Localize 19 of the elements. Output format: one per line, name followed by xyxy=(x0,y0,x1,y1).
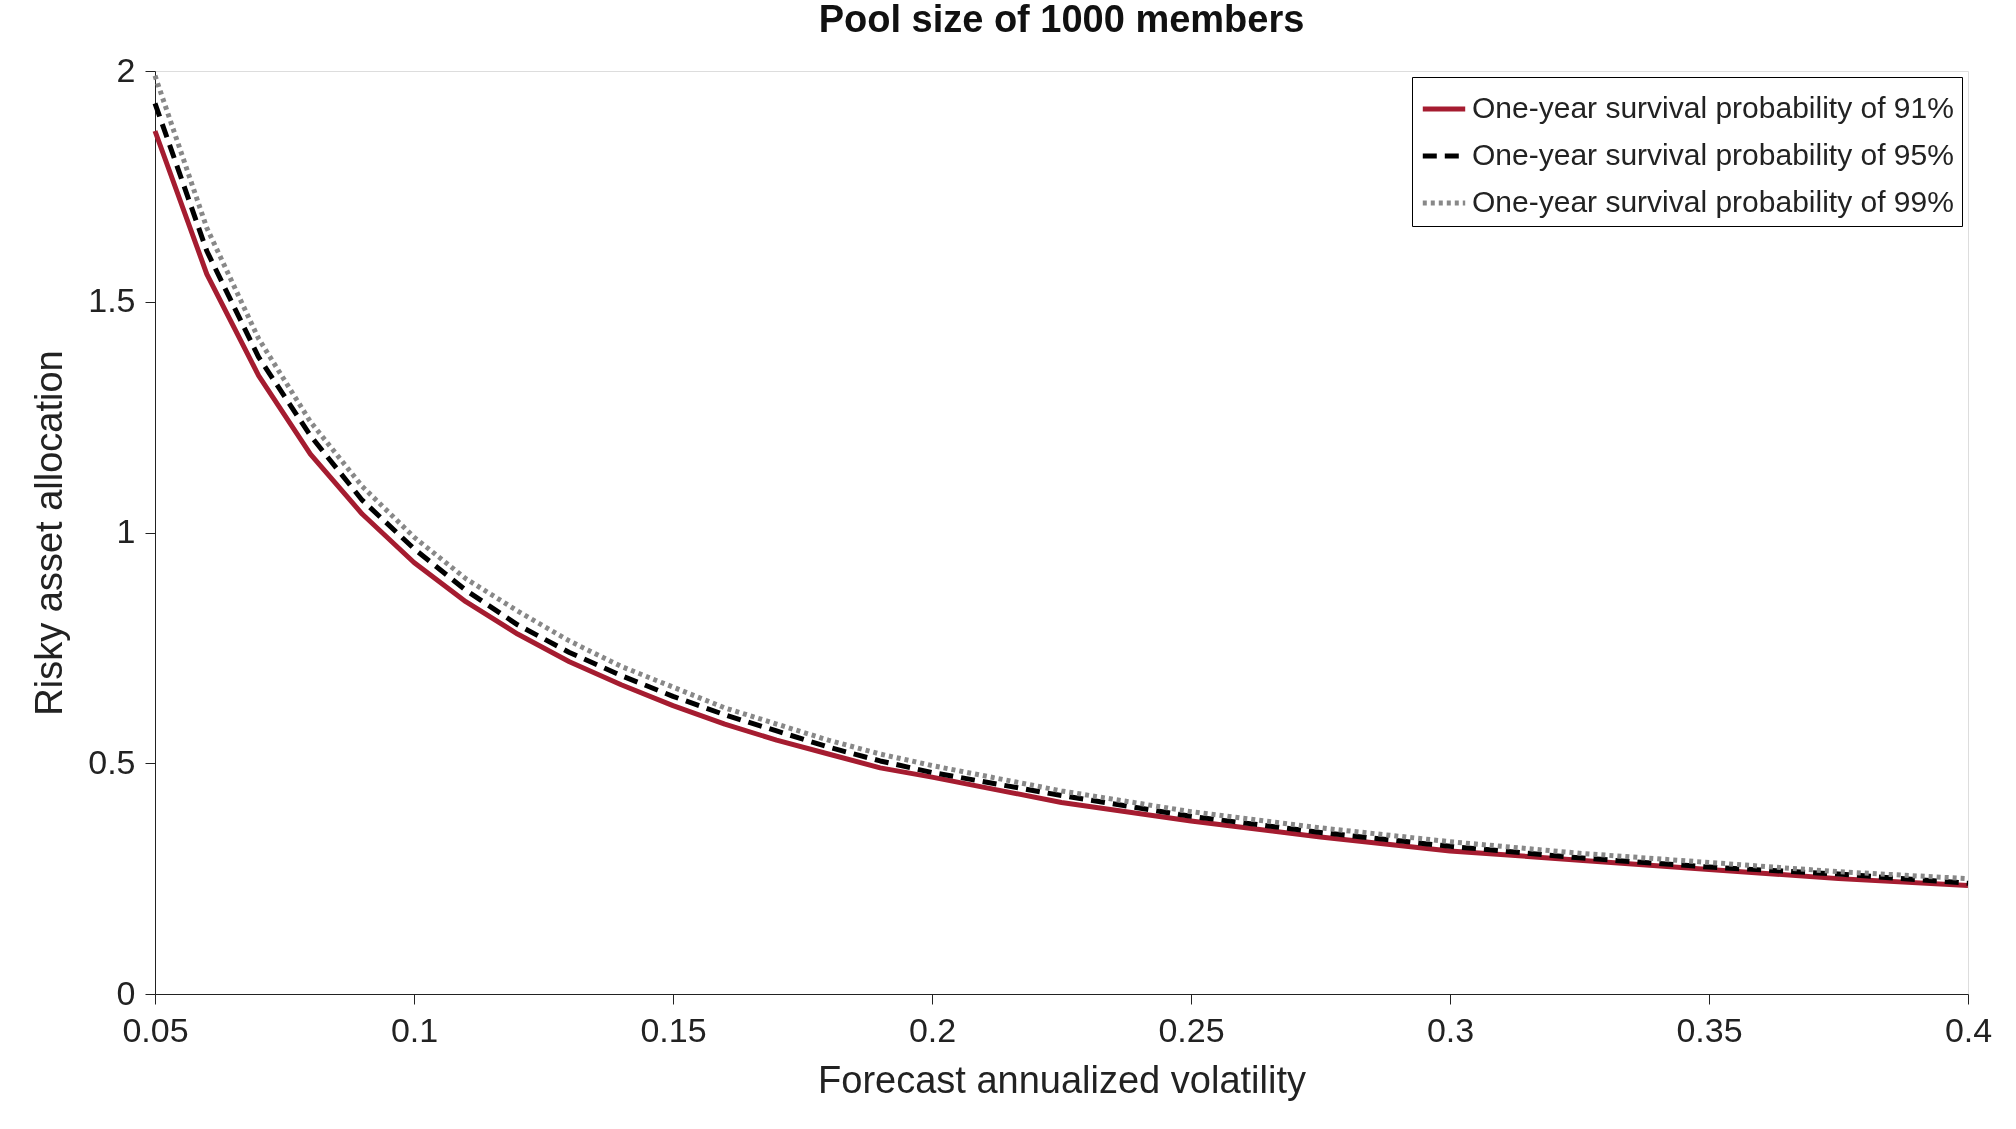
y-tick-label: 1.5 xyxy=(88,281,136,320)
x-tick-label: 0.15 xyxy=(640,1010,707,1049)
y-axis-title: Risky asset allocation xyxy=(28,350,71,716)
x-tick-label: 0.1 xyxy=(390,1010,439,1049)
x-tick-label: 0.4 xyxy=(1944,1010,1993,1049)
y-tick-label: 0.5 xyxy=(88,742,136,781)
x-tick-label: 0.05 xyxy=(122,1010,189,1049)
chart-title: Pool size of 1000 members xyxy=(818,0,1305,40)
y-tick-label: 0 xyxy=(116,973,136,1012)
x-tick-label: 0.3 xyxy=(1426,1010,1475,1049)
legend-label: One-year survival probability of 91% xyxy=(1472,91,1954,124)
x-tick-label: 0.2 xyxy=(908,1010,957,1049)
legend-label: One-year survival probability of 99% xyxy=(1472,185,1954,218)
y-tick-label: 2 xyxy=(116,50,136,89)
y-tick-label: 1 xyxy=(116,512,136,550)
legend-label: One-year survival probability of 95% xyxy=(1472,138,1954,171)
x-tick-label: 0.35 xyxy=(1676,1010,1743,1049)
x-tick-label: 0.25 xyxy=(1158,1010,1225,1049)
x-axis-title: Forecast annualized volatility xyxy=(818,1058,1306,1101)
